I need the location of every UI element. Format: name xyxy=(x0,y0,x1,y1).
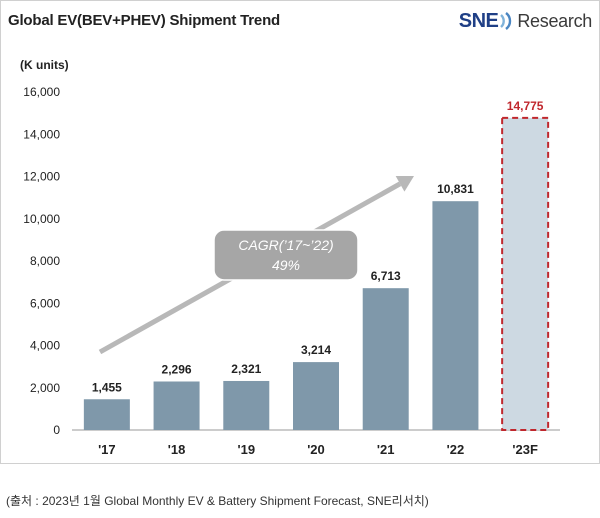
x-tick-label: '22 xyxy=(447,442,465,457)
x-tick-label: '19 xyxy=(238,442,256,457)
bar xyxy=(432,201,479,430)
x-tick-label: '18 xyxy=(168,442,186,457)
y-tick-label: 8,000 xyxy=(30,254,60,268)
y-axis-unit-label: (K units) xyxy=(20,58,69,72)
y-tick-label: 6,000 xyxy=(30,296,60,310)
y-tick-label: 2,000 xyxy=(30,381,60,395)
y-tick-label: 16,000 xyxy=(23,85,60,99)
source-note: (출처 : 2023년 1월 Global Monthly EV & Batte… xyxy=(6,494,429,508)
bar-value-label: 6,713 xyxy=(371,269,401,283)
y-tick-label: 4,000 xyxy=(30,339,60,353)
cagr-annotation-value: 49% xyxy=(272,257,300,273)
bar xyxy=(223,380,270,430)
cagr-arrow-head-icon xyxy=(395,175,414,192)
y-tick-label: 0 xyxy=(53,423,60,437)
x-tick-label: '20 xyxy=(307,442,325,457)
cagr-annotation-title: CAGR(’17~’22) xyxy=(238,237,333,253)
y-tick-label: 14,000 xyxy=(23,127,60,141)
bar-value-label: 3,214 xyxy=(301,343,331,357)
bar-value-label-forecast: 14,775 xyxy=(507,99,544,113)
x-tick-label: '23F xyxy=(512,442,538,457)
bar-value-label: 1,455 xyxy=(92,380,122,394)
bar-value-label: 2,321 xyxy=(231,362,261,376)
y-tick-label: 12,000 xyxy=(23,170,60,184)
logo-brand: SNE xyxy=(458,9,499,32)
x-tick-label: '17 xyxy=(98,442,116,457)
bar-chart: 0 2,000 4,000 6,000 8,000 10,000 12,000 14,000 1… xyxy=(23,85,560,457)
y-tick-label: 10,000 xyxy=(23,212,60,226)
chart-title: Global EV(BEV+PHEV) Shipment Trend xyxy=(8,12,280,29)
bar-value-label: 2,296 xyxy=(162,362,192,376)
bar-forecast xyxy=(501,116,550,432)
bar xyxy=(293,362,339,430)
bar xyxy=(362,288,409,430)
bar-value-label: 10,831 xyxy=(437,182,474,196)
cagr-annotation-box xyxy=(213,229,359,281)
sne-research-logo: SNE Research xyxy=(458,8,593,34)
logo-wave-icon xyxy=(500,12,512,30)
logo-text: Research xyxy=(517,10,592,31)
bar xyxy=(83,399,130,430)
x-tick-label: '21 xyxy=(377,442,395,457)
bar xyxy=(153,381,200,430)
